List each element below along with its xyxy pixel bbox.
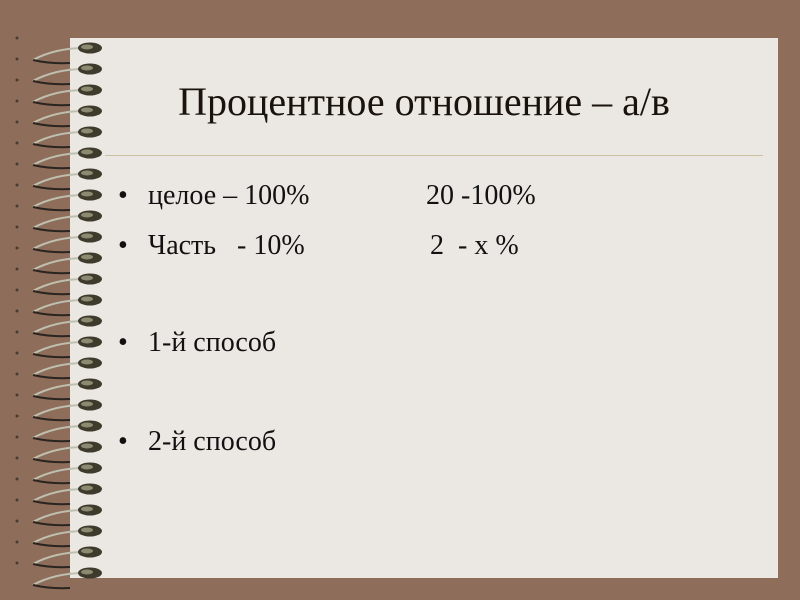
spiral-ring — [15, 57, 102, 86]
bullet-text: 2-й способ — [148, 426, 277, 457]
spiral-ring — [15, 204, 102, 233]
bullet-value: 20 -100% — [426, 180, 536, 211]
bullet-marker: • — [118, 230, 128, 261]
bullet-text: Часть - 10% — [148, 230, 305, 261]
spiral-ring — [15, 498, 102, 527]
bullet-item: • целое – 100% 20 -100% — [118, 180, 536, 212]
spiral-ring — [15, 456, 102, 485]
bullet-item: • 1-й способ — [118, 327, 276, 359]
bullet-value: 2 - х % — [430, 230, 519, 261]
bullet-marker: • — [118, 327, 128, 358]
bullet-text: целое – 100% — [148, 180, 310, 211]
spiral-ring — [15, 561, 102, 590]
spiral-ring — [15, 519, 102, 548]
spiral-ring — [15, 330, 102, 359]
spiral-ring — [15, 351, 102, 380]
spiral-ring — [15, 246, 102, 275]
notebook-page — [70, 38, 778, 578]
spiral-binding — [15, 36, 102, 590]
spiral-ring — [15, 393, 102, 422]
spiral-ring — [15, 288, 102, 317]
bullet-text: 1-й способ — [148, 327, 277, 358]
bullet-item: • Часть - 10% 2 - х % — [118, 230, 519, 262]
spiral-ring — [15, 141, 102, 170]
spiral-ring — [15, 162, 102, 191]
spiral-ring — [15, 120, 102, 149]
spiral-ring — [15, 435, 102, 464]
spiral-ring — [15, 78, 102, 107]
bullet-item: • 2-й способ — [118, 426, 276, 458]
spiral-ring — [15, 36, 102, 65]
bullet-marker: • — [118, 426, 128, 457]
spiral-ring — [15, 309, 102, 338]
title-divider — [105, 155, 763, 156]
spiral-ring — [15, 372, 102, 401]
spiral-ring — [15, 540, 102, 569]
bullet-marker: • — [118, 180, 128, 211]
slide-title: Процентное отношение – а/в — [178, 79, 670, 124]
spiral-ring — [15, 225, 102, 254]
spiral-ring — [15, 414, 102, 443]
spiral-ring — [15, 267, 102, 296]
spiral-ring — [15, 477, 102, 506]
spiral-ring — [15, 99, 102, 128]
spiral-ring — [15, 183, 102, 212]
